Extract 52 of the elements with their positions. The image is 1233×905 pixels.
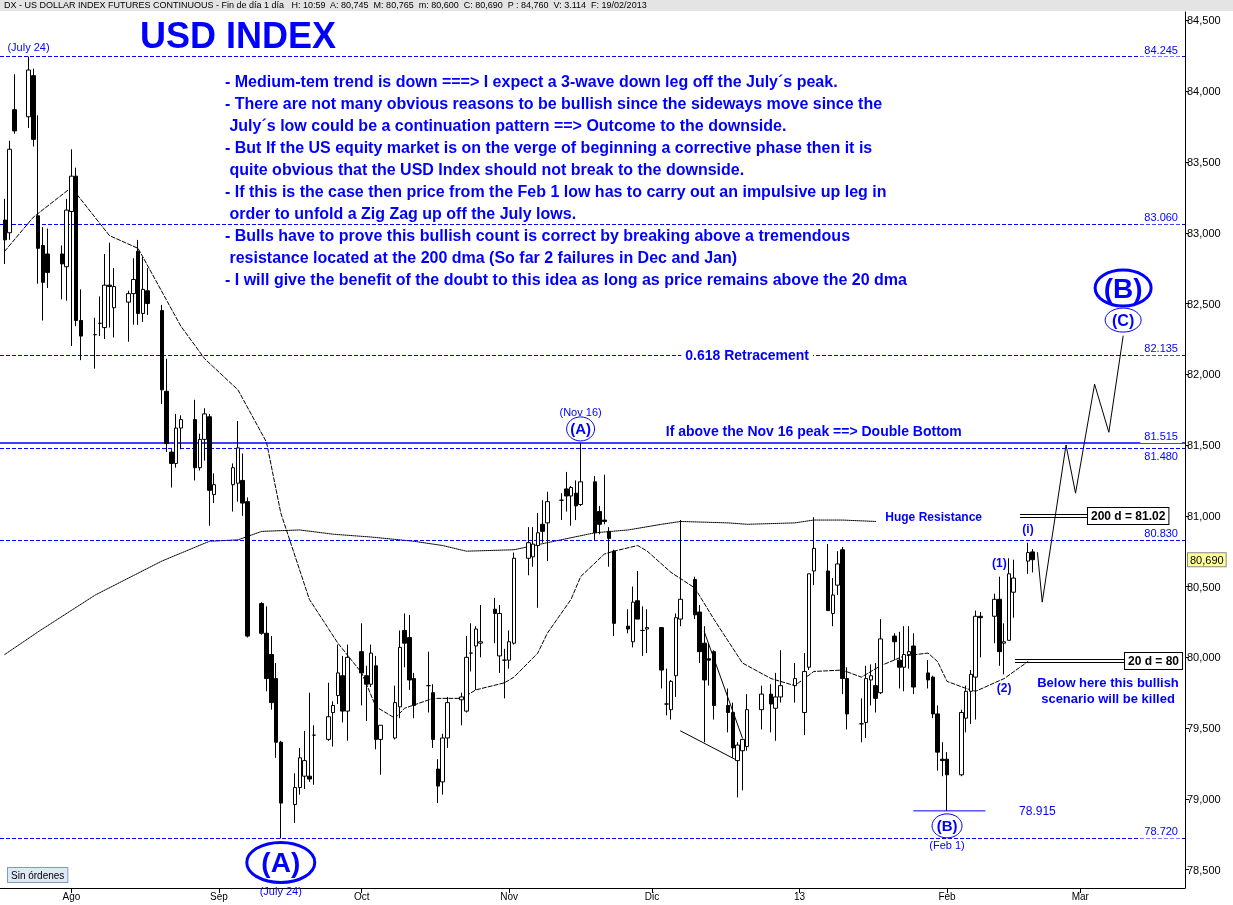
y-tick-label: 80,000 bbox=[1187, 651, 1221, 664]
annotation: (i) bbox=[1022, 521, 1034, 536]
y-tick-label: 84,000 bbox=[1187, 85, 1221, 98]
annotation: Huge Resistance bbox=[885, 510, 983, 524]
text: - Medium-tem trend is down ===> I expect a 3-wave down leg off the July´s peak. - There are not many obvious reasons to be bullish since the sideways move since the July´s low could be a continuation pattern ==> Outcome to the downside. - But If the US equity market is on the verge of beginning a corrective phase then it is quite obvious that the USD Index should not break to the downside. - If this is the case then price from the Feb 1 low has to carry out an impulsive up leg in order to unfold a Zig Zag up off the July lows. - Bulls have to prove this bullish count is correct by breaking above a tremendous resistance located at the 200 dma (So far 2 failures in Dec and Jan) - I will give the benefit of the doubt to this idea as long as price remains above the 20 dma bbox=[225, 72, 907, 288]
x-tick-label: Mar bbox=[1071, 890, 1090, 902]
annotation: 20 d = 80 bbox=[1128, 654, 1180, 668]
chart-subtitle: DX - US DOLLAR INDEX FUTURES CONTINUOUS - Fin de día 1 día H: 10:59 A: 80,745 M: 80,765 m: 80,600 C: 80,690 P : 84,760 V: 3.114 F: 19/02/2013 bbox=[4, 0, 647, 10]
y-tick-label: 84,500 bbox=[1187, 14, 1221, 27]
annotation: (2) bbox=[996, 681, 1012, 696]
annotation: (Feb 1) bbox=[929, 838, 965, 851]
x-tick-label: Ago bbox=[62, 890, 81, 902]
annotation: 78.720 bbox=[1144, 825, 1178, 838]
annotation: (Nov 16) bbox=[559, 405, 602, 418]
x-tick-label: Dic bbox=[644, 890, 660, 902]
annotation: 81.515 bbox=[1144, 429, 1178, 442]
annotation: 83.060 bbox=[1144, 211, 1178, 224]
annotation: (1) bbox=[992, 555, 1007, 570]
annotation: (July 24) bbox=[7, 40, 50, 53]
annotation: Sin órdenes bbox=[11, 869, 65, 881]
y-tick-label: 82,000 bbox=[1187, 368, 1221, 381]
annotation: (B) bbox=[936, 817, 958, 835]
y-tick-label: 79,000 bbox=[1187, 792, 1221, 805]
annotation: (B) bbox=[1103, 272, 1143, 304]
x-tick-label: Sep bbox=[210, 890, 229, 902]
y-tick-label: 81,500 bbox=[1187, 439, 1221, 452]
annotation: 0.618 Retracement bbox=[685, 347, 810, 364]
y-tick-label: 78,500 bbox=[1187, 863, 1221, 876]
annotation: 82.135 bbox=[1144, 342, 1178, 355]
annotation: 84.245 bbox=[1144, 43, 1178, 56]
y-tick-label: 80,500 bbox=[1187, 580, 1221, 593]
annotation: (A) bbox=[261, 846, 301, 878]
annotation: If above the Nov 16 peak ==> Double Bottom bbox=[665, 422, 962, 439]
annotation: 78.915 bbox=[1019, 803, 1057, 818]
annotation: 80,690 bbox=[1190, 553, 1224, 566]
annotation: Below here this bullish scenario will be killed bbox=[1037, 674, 1179, 706]
annotation: (July 24) bbox=[259, 885, 302, 898]
chart-title: USD INDEX bbox=[140, 14, 337, 56]
y-tick-label: 82,500 bbox=[1187, 297, 1221, 310]
y-tick-label: 79,500 bbox=[1187, 722, 1221, 735]
annotation: (A) bbox=[570, 420, 592, 438]
x-tick-label: Feb bbox=[938, 890, 957, 902]
annotation: 80.830 bbox=[1144, 526, 1178, 539]
x-tick-label: Oct bbox=[353, 890, 370, 902]
y-tick-label: 83,000 bbox=[1187, 226, 1221, 239]
x-tick-label: Nov bbox=[500, 890, 519, 902]
y-tick-label: 83,500 bbox=[1187, 156, 1221, 169]
x-tick-label: 13 bbox=[793, 890, 806, 902]
annotation: 81.480 bbox=[1144, 449, 1178, 462]
annotation: 200 d = 81.02 bbox=[1091, 509, 1166, 523]
y-tick-label: 81,000 bbox=[1187, 509, 1221, 522]
annotation: (C) bbox=[1112, 311, 1135, 329]
